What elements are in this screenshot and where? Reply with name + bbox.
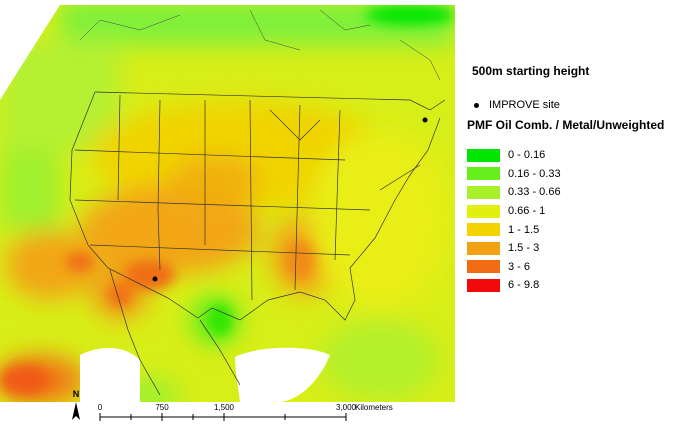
legend-class: 0.33 - 0.66 (467, 183, 561, 202)
scale-tick-label: 3,000 (336, 403, 357, 412)
legend-improve-site: IMPROVE site (474, 99, 560, 111)
improve-site-dot-icon (474, 102, 479, 108)
legend-swatch (467, 241, 500, 255)
north-arrow: N (72, 389, 80, 420)
scale-tick-label: 0 (98, 403, 103, 412)
legend-class-label: 0.16 - 0.33 (508, 167, 561, 180)
legend-class-list: 0 - 0.16 0.16 - 0.33 0.33 - 0.66 0.66 - … (467, 146, 561, 295)
legend-class: 1.5 - 3 (467, 239, 561, 258)
legend-swatch (467, 204, 500, 218)
improve-sites (152, 117, 428, 282)
legend-class: 0 - 0.16 (467, 146, 561, 165)
legend-class-label: 3 - 6 (508, 260, 531, 273)
scale-unit: Kilometers (355, 403, 393, 412)
legend-class: 0.66 - 1 (467, 202, 561, 221)
north-label: N (73, 389, 80, 399)
legend-class-label: 1.5 - 3 (508, 242, 540, 255)
scale-tick-label: 1,500 (214, 403, 235, 412)
legend-class: 6 - 9.8 (467, 276, 561, 295)
legend-class: 1 - 1.5 (467, 220, 561, 239)
legend-swatch (467, 278, 500, 292)
mexico-coast (109, 269, 241, 396)
concentration-map: N 0 750 1,500 3,000 Kilometers (0, 5, 455, 421)
canada-outlines (79, 9, 441, 81)
legend-class-label: 0 - 0.16 (508, 149, 546, 162)
legend-class: 3 - 6 (467, 258, 561, 277)
legend-class-label: 0.66 - 1 (508, 205, 546, 218)
improve-site-marker (152, 276, 158, 282)
improve-site-marker (422, 117, 428, 123)
legend-class: 0.16 - 0.33 (467, 165, 561, 184)
legend-class-label: 6 - 9.8 (508, 279, 540, 292)
legend-swatch (467, 223, 500, 237)
legend-swatch (467, 185, 500, 199)
legend-swatch (467, 260, 500, 274)
legend-swatch (467, 167, 500, 181)
legend-site-label: IMPROVE site (489, 99, 560, 111)
legend-class-label: 1 - 1.5 (508, 223, 540, 236)
scale-bar: 0 750 1,500 3,000 Kilometers (98, 403, 393, 421)
legend-header: PMF Oil Comb. / Metal/Unweighted (467, 118, 665, 132)
legend-swatch (467, 148, 500, 162)
concentration-field (0, 5, 455, 402)
legend-title: 500m starting height (472, 64, 590, 78)
state-boundaries (69, 91, 446, 321)
legend-panel: 500m starting height IMPROVE site PMF Oi… (455, 0, 675, 427)
legend-class-label: 0.33 - 0.66 (508, 186, 561, 199)
scale-tick-label: 750 (155, 403, 169, 412)
